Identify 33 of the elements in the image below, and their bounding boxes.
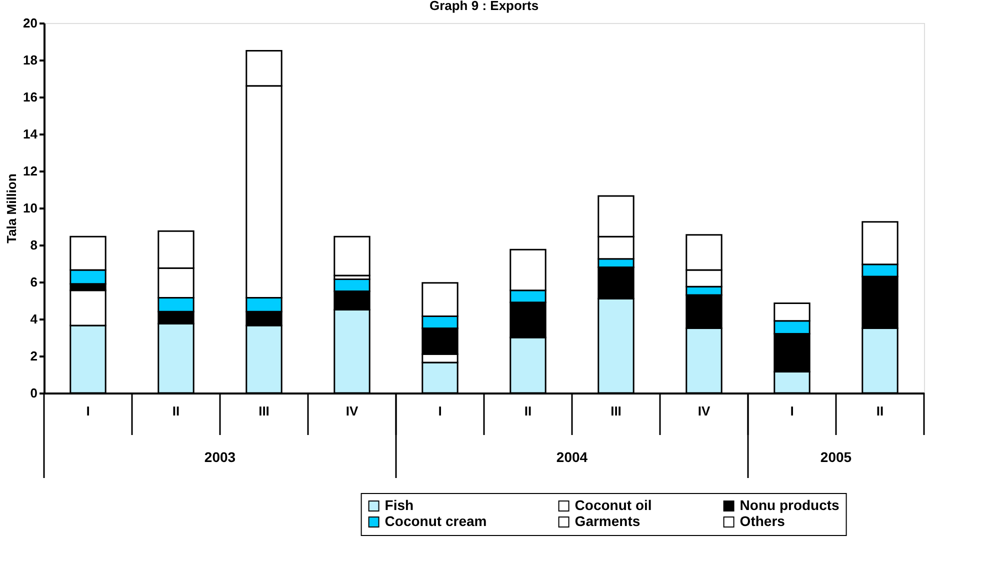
legend-label: Garments [574, 513, 640, 529]
y-tick-label: 16 [23, 90, 38, 104]
y-tick-label: 8 [30, 238, 38, 252]
y-tick-label: 2 [30, 348, 38, 364]
text: 2005 [820, 449, 852, 465]
x-tick-label: IV [346, 404, 358, 418]
x-tick-label: II [524, 404, 532, 418]
y-tick-label: 10 [23, 200, 38, 216]
x-tick-label: IV [698, 404, 710, 418]
text: 2003 [204, 449, 236, 465]
y-axis-title: Tala Million [4, 174, 20, 244]
text: 2004 [556, 449, 588, 465]
y-tick-label: 0 [30, 386, 38, 400]
legend-label: Fish [384, 497, 414, 513]
y-tick-label: 14 [23, 126, 38, 142]
x-tick-label: III [258, 404, 270, 418]
x-tick-label: I [86, 404, 90, 418]
bar [334, 236, 370, 276]
legend-label: Nonu products [740, 497, 840, 513]
x-tick-label: II [172, 404, 180, 418]
legend-label: Coconut cream [384, 513, 487, 529]
x-tick-label: I [438, 404, 442, 418]
y-tick-label: 20 [23, 16, 38, 30]
y-tick-label: 6 [30, 274, 38, 290]
legend-label: Others [740, 513, 786, 529]
legend-label: Coconut oil [574, 497, 652, 513]
y-tick-label: 12 [23, 164, 38, 178]
chart-title: Graph 9 : Exports [429, 0, 539, 13]
x-tick-label: I [790, 404, 794, 418]
x-tick-label: II [876, 404, 884, 418]
y-tick-label: 18 [23, 52, 38, 68]
x-tick-label: III [610, 404, 622, 418]
y-tick-label: 4 [30, 312, 38, 326]
